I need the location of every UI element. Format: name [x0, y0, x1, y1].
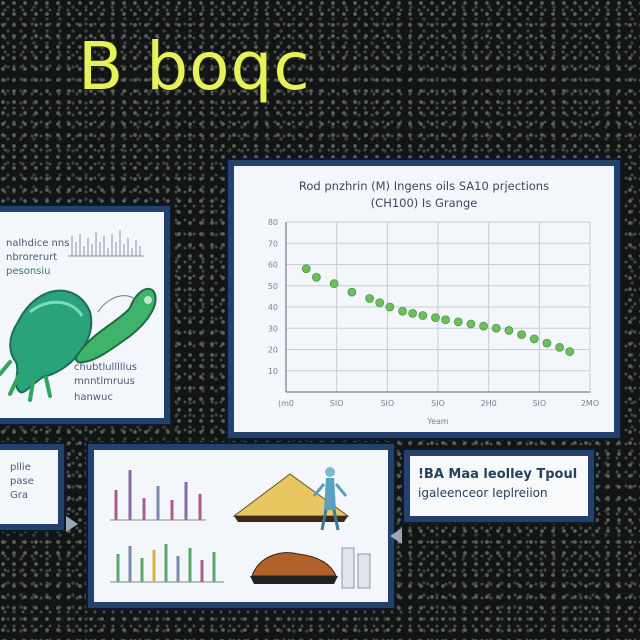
- x-tick-label: SIO: [431, 399, 445, 408]
- x-tick-label: SIO: [330, 399, 344, 408]
- chart-title-line-2: (CH100) Is Grange: [370, 196, 478, 210]
- callout-text: !BA Maa leolley Tpoul igaleenceor Ieplre…: [418, 466, 582, 502]
- data-point: [504, 325, 514, 335]
- left-panel-text-3: pesonsiu: [6, 266, 51, 277]
- page-title: B boqc: [78, 28, 311, 105]
- small-note-panel: pllie pase Gra: [0, 444, 64, 530]
- data-point: [385, 302, 395, 312]
- left-sketch-panel: nalhdice nns nbrorerurt pesonsiu chubtlu…: [0, 206, 170, 424]
- left-panel-text-5: mnntlmruus: [74, 376, 135, 387]
- y-tick-label: 70: [268, 239, 278, 248]
- data-point: [408, 308, 418, 318]
- x-tick-label: 2H0: [481, 399, 497, 408]
- bottom-infographic-panel: [88, 444, 394, 608]
- x-tick-label: SIO: [380, 399, 394, 408]
- small-panel-text-3: Gra: [10, 490, 28, 501]
- data-point: [453, 317, 463, 327]
- y-tick-label: 20: [268, 346, 278, 355]
- left-panel-text-4: chubtlulllllus: [74, 362, 137, 373]
- data-point: [431, 313, 440, 323]
- data-point: [441, 315, 451, 325]
- x-tick-label: (m0: [278, 399, 294, 408]
- y-tick-label: 50: [268, 282, 278, 291]
- data-point: [555, 342, 565, 352]
- main-chart-panel: Rod pnzhrin (M) Ingens oils SA10 prjecti…: [228, 160, 620, 438]
- x-tick-label: SIO: [532, 399, 546, 408]
- data-point: [398, 306, 407, 316]
- mini-bar-chart-bottom: [110, 544, 224, 583]
- data-point: [565, 347, 575, 357]
- data-point: [542, 338, 552, 348]
- x-tick-label: 2MO: [581, 399, 599, 408]
- left-panel-text-1: nalhdice nns: [6, 238, 70, 249]
- x-axis-label: Yeam: [426, 417, 449, 426]
- data-point: [491, 323, 501, 333]
- data-point: [517, 330, 527, 340]
- small-panel-text-1: pllie: [10, 462, 31, 473]
- y-tick-label: 40: [268, 303, 278, 312]
- jars-icon: [341, 547, 371, 589]
- data-point: [529, 334, 539, 344]
- chart-title: Rod pnzhrin (M) Ingens oils SA10 prjecti…: [234, 178, 614, 212]
- sea-cucumber-illustration: [0, 230, 157, 402]
- data-point: [466, 319, 476, 329]
- chart-title-line-1: Rod pnzhrin (M) Ingens oils SA10 prjecti…: [298, 179, 550, 193]
- data-point: [301, 264, 311, 274]
- arrow-right-icon: [66, 516, 78, 532]
- callout-line-2: igaleenceor Ieplreiion: [418, 486, 548, 500]
- data-point: [312, 272, 321, 282]
- left-panel-text-2: nbrorerurt: [6, 252, 58, 263]
- mini-bar-chart-top: [110, 470, 206, 521]
- arrow-left-icon: [390, 528, 402, 544]
- data-point: [329, 279, 339, 289]
- data-point: [479, 321, 489, 331]
- data-point: [347, 287, 357, 297]
- scatter-chart: 10 20 30 40 50 60 70 80 (m0 SIO SIO SIO 2H0 SIO 2MO Yea…: [268, 218, 599, 426]
- callout-panel: !BA Maa leolley Tpoul igaleenceor Ieplre…: [404, 450, 594, 522]
- infographic-sketches: [110, 467, 371, 589]
- y-tick-label: 10: [268, 367, 278, 376]
- callout-line-1: !BA Maa leolley Tpoul: [418, 467, 578, 482]
- small-panel-text-2: pase: [10, 476, 34, 487]
- y-tick-label: 60: [268, 261, 278, 270]
- data-point: [365, 294, 375, 303]
- left-panel-text-6: hanwuc: [74, 392, 113, 403]
- y-tick-label: 80: [268, 218, 278, 227]
- data-point: [375, 298, 385, 308]
- data-point: [418, 311, 428, 320]
- person-figure-icon: [312, 467, 348, 531]
- y-tick-label: 30: [268, 324, 278, 333]
